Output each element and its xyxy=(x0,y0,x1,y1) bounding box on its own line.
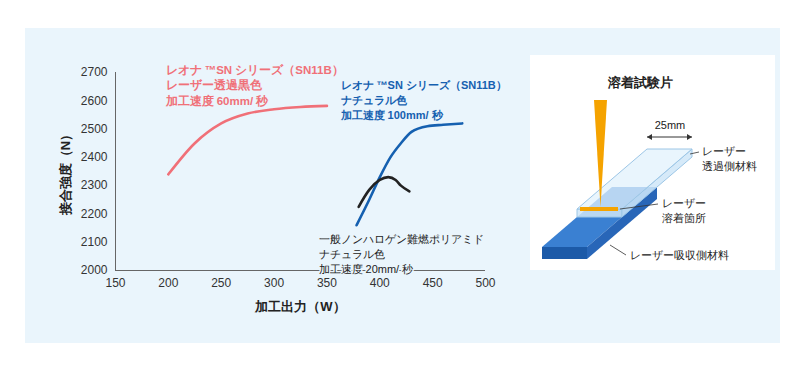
svg-text:250: 250 xyxy=(211,276,231,290)
svg-text:2300: 2300 xyxy=(81,178,108,192)
svg-text:350: 350 xyxy=(317,276,337,290)
svg-text:2400: 2400 xyxy=(81,150,108,164)
svg-text:2100: 2100 xyxy=(81,235,108,249)
svg-text:450: 450 xyxy=(423,276,443,290)
svg-text:レーザー: レーザー xyxy=(662,197,706,209)
svg-text:150: 150 xyxy=(105,276,125,290)
svg-text:2000: 2000 xyxy=(81,263,108,277)
svg-text:溶着試験片: 溶着試験片 xyxy=(607,75,673,90)
svg-text:300: 300 xyxy=(264,276,284,290)
svg-text:2200: 2200 xyxy=(81,207,108,221)
svg-text:レーザー吸収側材料: レーザー吸収側材料 xyxy=(630,249,729,261)
svg-text:レーザー: レーザー xyxy=(702,145,746,157)
svg-text:接合強度（N）: 接合強度（N） xyxy=(58,128,73,216)
svg-text:溶着箇所: 溶着箇所 xyxy=(662,212,706,224)
svg-text:一般ノンハロゲン難燃ポリアミドナチュラル色加工速度 20mm: 一般ノンハロゲン難燃ポリアミドナチュラル色加工速度 20mm/ 秒 xyxy=(319,233,484,275)
svg-text:25mm: 25mm xyxy=(655,119,686,131)
svg-text:400: 400 xyxy=(370,276,390,290)
svg-text:2700: 2700 xyxy=(81,65,108,79)
svg-text:500: 500 xyxy=(475,276,495,290)
svg-text:レオナ ™SN シリーズ（SN11B）レーザー透過黒色加工速: レオナ ™SN シリーズ（SN11B）レーザー透過黒色加工速度 60mm/ 秒 xyxy=(165,64,344,107)
svg-text:2500: 2500 xyxy=(81,122,108,136)
svg-text:加工出力（W）: 加工出力（W） xyxy=(254,299,345,314)
svg-text:レオナ ™SN シリーズ（SN11B）ナチュラル色加工速度: レオナ ™SN シリーズ（SN11B）ナチュラル色加工速度 100mm/ 秒 xyxy=(340,79,507,121)
svg-text:200: 200 xyxy=(158,276,178,290)
svg-text:2600: 2600 xyxy=(81,94,108,108)
svg-text:透過側材料: 透過側材料 xyxy=(702,160,757,172)
